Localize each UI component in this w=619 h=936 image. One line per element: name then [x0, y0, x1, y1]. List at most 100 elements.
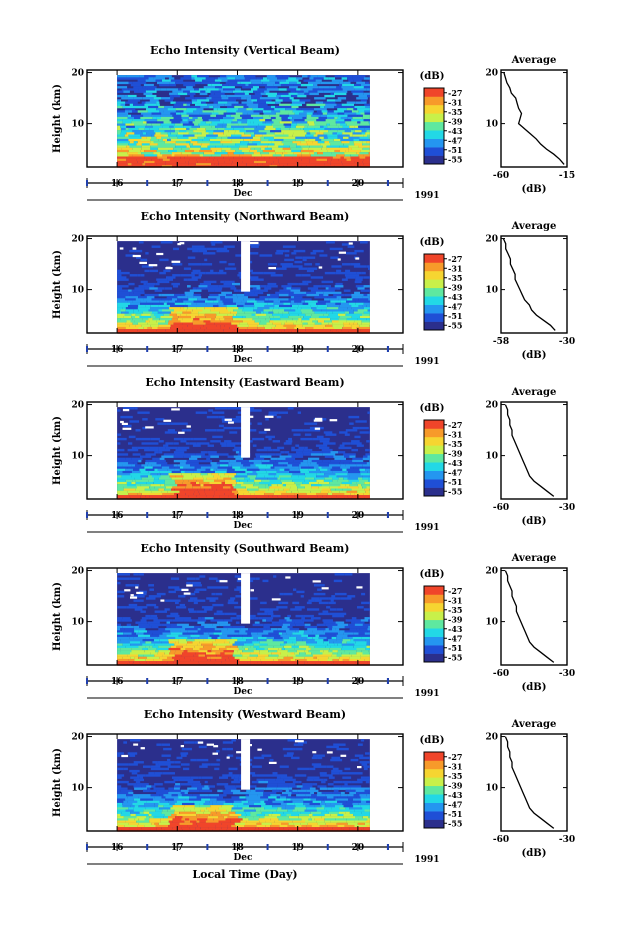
heatmap-cell	[291, 290, 301, 292]
heatmap-cell	[244, 292, 254, 294]
heatmap-cell	[140, 303, 152, 305]
heatmap-cell	[364, 768, 368, 770]
month-label: Dec	[233, 521, 253, 531]
heatmap-cell	[267, 323, 273, 325]
heatmap-cell	[128, 442, 132, 444]
heatmap-cell	[128, 449, 139, 451]
heatmap-cell	[359, 803, 369, 805]
heatmap-cell	[198, 124, 209, 126]
heatmap-cell	[364, 312, 370, 314]
heatmap-cell	[311, 157, 320, 159]
heatmap-cell	[204, 825, 216, 827]
heatmap-cell	[360, 473, 370, 475]
heatmap-cell	[351, 91, 363, 93]
heatmap-cell	[128, 807, 133, 809]
heatmap-cell	[342, 785, 352, 787]
heatmap-cell	[193, 143, 202, 145]
heatmap-cell	[264, 611, 273, 613]
heatmap-cell	[251, 790, 256, 792]
heatmap-cell	[137, 130, 142, 132]
average-profile-line	[505, 737, 553, 829]
heatmap-cell	[290, 659, 295, 661]
heatmap-cell	[117, 163, 128, 165]
heatmap-cell	[117, 814, 121, 816]
heatmap-cell	[200, 157, 209, 159]
heatmap-cell	[247, 327, 258, 329]
heatmap-cell	[364, 77, 370, 79]
heatmap-cell	[278, 602, 288, 604]
heatmap-cell	[134, 292, 145, 294]
heatmap-cell	[290, 624, 296, 626]
heatmap-cell	[217, 325, 221, 327]
heatmap-cell	[365, 823, 370, 825]
heatmap-cell	[301, 150, 314, 152]
heatmap-cell	[179, 812, 185, 814]
heatmap-cell	[117, 75, 127, 77]
heatmap-cell	[135, 777, 139, 779]
heatmap-cell	[133, 803, 145, 805]
heatmap-cell	[281, 128, 290, 130]
heatmap-cell	[117, 110, 125, 112]
heatmap-cell	[215, 593, 222, 595]
heatmap-cell	[315, 639, 324, 641]
heatmap-cell	[253, 818, 259, 820]
heatmap-cell	[129, 128, 139, 130]
heatmap-cell	[343, 126, 349, 128]
heatmap-cell	[273, 309, 284, 311]
heatmap-cell	[221, 327, 230, 329]
heatmap-cell	[237, 97, 241, 99]
heatmap-cell	[361, 812, 370, 814]
heatmap-cell	[193, 478, 203, 480]
heatmap-cell	[230, 320, 242, 322]
heatmap-cell	[356, 276, 364, 278]
heatmap-cell	[155, 644, 162, 646]
heatmap-cell	[271, 818, 279, 820]
heatmap-cell	[352, 148, 363, 150]
heatmap-cell	[224, 283, 232, 285]
heatmap-cell	[219, 301, 223, 303]
heatmap-cell	[327, 788, 331, 790]
heatmap-cell	[129, 325, 135, 327]
heatmap-cell	[150, 99, 159, 101]
heatmap-cell	[319, 290, 322, 292]
heatmap-cell	[219, 453, 228, 455]
heatmap-cell	[159, 635, 166, 637]
heatmap-cell	[145, 641, 151, 643]
heatmap-cell	[227, 825, 231, 827]
heatmap-cell	[304, 447, 308, 449]
heatmap-cell	[246, 130, 259, 132]
data-dropout	[227, 757, 230, 759]
heatmap-cell	[178, 137, 189, 139]
heatmap-cell	[261, 480, 269, 482]
heatmap-cell	[298, 303, 303, 305]
heatmap-cell	[148, 318, 153, 320]
heatmap-cell	[156, 279, 162, 281]
heatmap-cell	[135, 325, 141, 327]
heatmap-cell	[311, 453, 323, 455]
heatmap-cell	[197, 495, 207, 497]
heatmap-cell	[227, 469, 234, 471]
heatmap-cell	[165, 287, 172, 289]
heatmap-cell	[343, 75, 353, 77]
heatmap-cell	[358, 744, 363, 746]
heatmap-cell	[288, 788, 292, 790]
heatmap-cell	[191, 456, 202, 458]
heatmap-cell	[292, 456, 304, 458]
heatmap-cell	[164, 121, 172, 123]
heatmap-cell	[138, 818, 144, 820]
heatmap-cell	[289, 818, 301, 820]
heatmap-cell	[303, 316, 311, 318]
heatmap-cell	[331, 469, 343, 471]
heatmap-cell	[162, 641, 169, 643]
heatmap-cell	[168, 132, 171, 134]
heatmap-cell	[336, 119, 345, 121]
heatmap-cell	[138, 460, 141, 462]
heatmap-cell	[323, 460, 331, 462]
heatmap-cell	[181, 630, 188, 632]
heatmap-cell	[121, 97, 134, 99]
heatmap-cell	[342, 652, 349, 654]
colorbar-tick-label: -35	[448, 605, 462, 615]
heatmap-cell	[227, 748, 233, 750]
heatmap-cell	[206, 597, 218, 599]
heatmap-cell	[154, 97, 161, 99]
